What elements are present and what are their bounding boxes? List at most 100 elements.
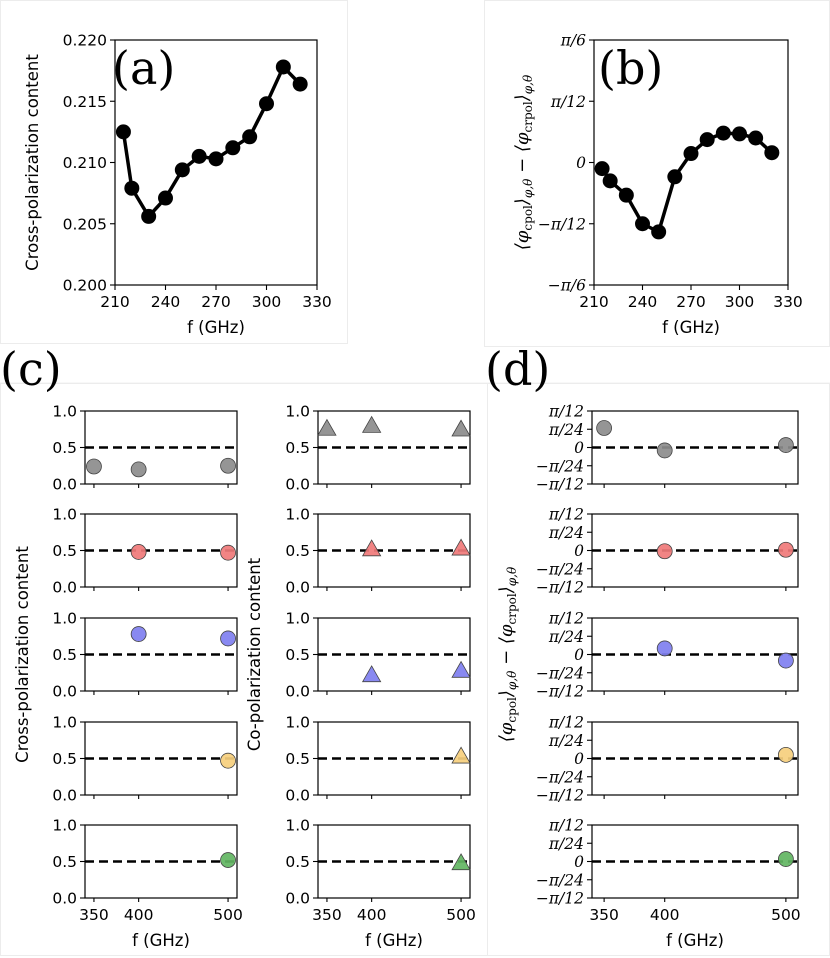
data-point — [292, 76, 308, 92]
plot-b: 210 240 270 300 330 −π/6 −π/12 0 π/12 π/6 f (GHz) (… — [538, 32, 803, 338]
data-point — [451, 419, 471, 437]
y-tick-label: 0.200 — [63, 277, 107, 295]
y-axis-label: Cross-polarization content — [13, 546, 32, 763]
y-label-part: φ,θ — [505, 670, 519, 690]
y-tick-label: −π/24 — [536, 664, 584, 682]
subplot-c2-1: 0.0 0.5 1.0 — [285, 403, 471, 494]
data-point — [361, 415, 382, 433]
data-point — [220, 544, 236, 561]
subplot-c-1: 0.0 0.5 1.0 — [52, 403, 238, 494]
y-tick-label: 0.0 — [52, 683, 77, 701]
plot-c: 0.00.51.00.00.51.00.00.51.00.00.51.00.00… — [0, 342, 243, 950]
subplot-c2-2: 0.0 0.5 1.0 — [285, 506, 471, 597]
y-label-part: ⟨φ — [512, 230, 533, 250]
data-point — [220, 752, 236, 769]
x-axis-label: f (GHz) — [666, 931, 724, 950]
data-point — [656, 543, 673, 560]
y-tick-label: 0 — [574, 646, 584, 664]
y-tick-label: π/24 — [548, 421, 584, 439]
y-tick-label: −π/12 — [538, 215, 586, 233]
y-tick-label: π/24 — [548, 628, 584, 646]
y-tick-label: 0.215 — [63, 93, 107, 111]
x-tick-label: 350 — [589, 906, 619, 924]
x-tick-label: 300 — [725, 293, 755, 311]
x-tick-label: 240 — [628, 293, 658, 311]
y-tick-label: π/12 — [548, 403, 584, 421]
data-point — [602, 173, 618, 189]
y-tick-label: −π/12 — [536, 890, 584, 908]
data-point — [86, 458, 102, 475]
x-tick-label: 500 — [446, 906, 476, 924]
y-label-part: φ,θ — [521, 178, 535, 198]
y-tick-label: 0.5 — [52, 853, 77, 871]
y-tick-label: 0.0 — [285, 787, 310, 805]
y-tick-label: 0 — [574, 439, 584, 457]
y-tick-label: 0.220 — [63, 32, 107, 50]
x-tick-label: 330 — [773, 293, 803, 311]
data-point — [124, 180, 140, 196]
data-point — [220, 457, 236, 474]
data-point — [764, 145, 780, 161]
y-tick-label: 0.5 — [52, 646, 77, 664]
y-tick-label: 0.0 — [285, 476, 310, 494]
x-tick-label: 300 — [252, 293, 282, 311]
y-tick-label: 0.5 — [285, 542, 310, 560]
data-point — [130, 544, 147, 560]
y-tick-label: −π/6 — [548, 277, 586, 295]
data-point — [130, 626, 147, 642]
y-tick-label: 1.0 — [285, 506, 310, 524]
x-tick-label: 350 — [312, 906, 342, 924]
y-tick-label: 1.0 — [52, 714, 77, 732]
y-label-part: cpol — [505, 697, 519, 723]
plot-c2: 0.00.51.00.00.51.00.00.51.00.00.51.00.00… — [245, 403, 476, 951]
y-tick-label: −π/12 — [536, 787, 584, 805]
subplot-c2-5: 0.0 0.5 1.0 — [285, 817, 471, 908]
data-point — [618, 187, 634, 203]
plot-a: 210 240 270 300 330 0.200 0.205 0.210 0.215 0.220… — [23, 32, 332, 338]
data-point — [715, 125, 731, 141]
y-tick-label: 1.0 — [52, 403, 77, 421]
y-label-part: ⟩ — [496, 690, 517, 698]
data-point — [208, 151, 224, 167]
y-tick-label: −π/12 — [536, 683, 584, 701]
x-tick-label: 330 — [302, 293, 332, 311]
y-tick-label: 1.0 — [285, 714, 310, 732]
data-point — [361, 665, 382, 683]
data-point — [656, 640, 673, 657]
x-tick-label: 210 — [100, 293, 130, 311]
data-point — [275, 59, 291, 75]
data-point — [451, 538, 471, 556]
y-tick-label: π/12 — [548, 817, 584, 835]
y-tick-label: 0.0 — [285, 683, 310, 701]
y-tick-label: 0 — [574, 853, 584, 871]
y-label-part: crpol — [521, 101, 535, 132]
y-tick-label: 1.0 — [52, 506, 77, 524]
data-point — [259, 96, 274, 112]
data-point — [242, 129, 258, 145]
data-point — [748, 130, 764, 146]
data-point — [699, 132, 715, 148]
x-tick-label: 400 — [124, 906, 154, 924]
y-label-part: ⟩ — [496, 586, 517, 594]
y-label-part: φ,θ — [521, 74, 535, 94]
y-tick-label: −π/24 — [536, 457, 584, 475]
data-point — [191, 148, 207, 164]
y-tick-label: 1.0 — [285, 403, 310, 421]
panel-label: (d) — [485, 342, 550, 396]
y-label-part: − ⟨φ — [496, 624, 517, 671]
x-tick-label: 270 — [676, 293, 706, 311]
panel-a-frame — [0, 0, 348, 344]
data-point — [683, 146, 699, 162]
plots: 210 240 270 300 330 0.200 0.205 0.210 0.215 0.220… — [0, 32, 803, 951]
y-tick-label: 0 — [574, 542, 584, 560]
panel-label: (c) — [0, 342, 62, 396]
y-tick-label: 0.5 — [285, 439, 310, 457]
y-tick-label: 1.0 — [52, 817, 77, 835]
y-tick-label: π/12 — [548, 506, 584, 524]
data-point — [361, 539, 382, 557]
y-tick-label: −π/12 — [536, 579, 584, 597]
panel-label: (b) — [598, 41, 663, 95]
